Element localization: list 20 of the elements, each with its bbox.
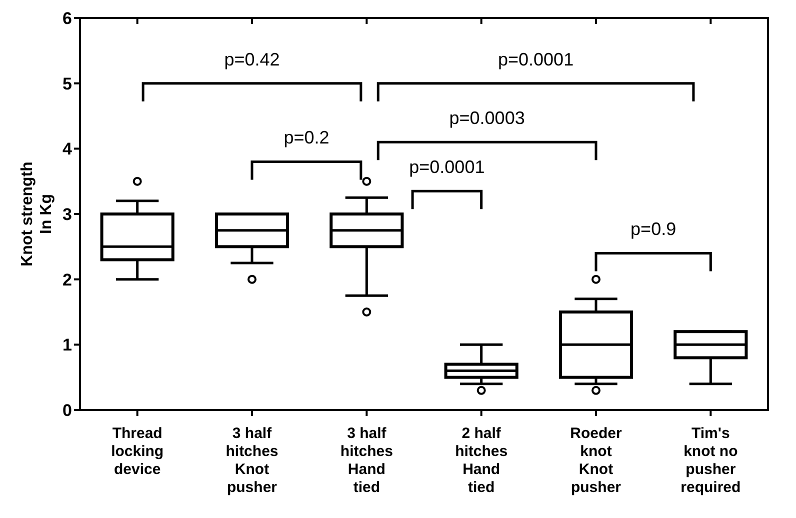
y-axis-title: Knot strength In Kg [19,162,55,266]
annotation: p=0.9 [630,219,676,240]
y-tick-label: 2 [62,270,72,290]
y-tick-label: 6 [62,9,72,28]
x-tick-label: Tim's knot no pusher required [680,425,741,496]
y-tick-label: 1 [62,336,72,355]
annotation: p=0.2 [284,128,330,148]
x-tick-label: 2 half hitches Hand tied [455,425,508,496]
y-tick-label: 5 [62,74,72,94]
annotation: p=0.0003 [449,108,525,128]
y-tick-label: 4 [62,140,73,159]
y-tick-label: 3 [62,205,72,224]
x-tick-label: 3 half hitches Knot pusher [226,425,278,496]
annotation: p=0.0001 [498,49,574,70]
annotation: p=0.42 [224,49,280,70]
x-tick-label: 3 half hitches Hand tied [340,425,393,496]
x-tick-label: Thread locking device [111,425,164,478]
annotation: p=0.0001 [409,157,485,178]
y-tick-label: 0 [62,401,72,420]
x-tick-label: Roeder knot Knot pusher [570,425,622,496]
